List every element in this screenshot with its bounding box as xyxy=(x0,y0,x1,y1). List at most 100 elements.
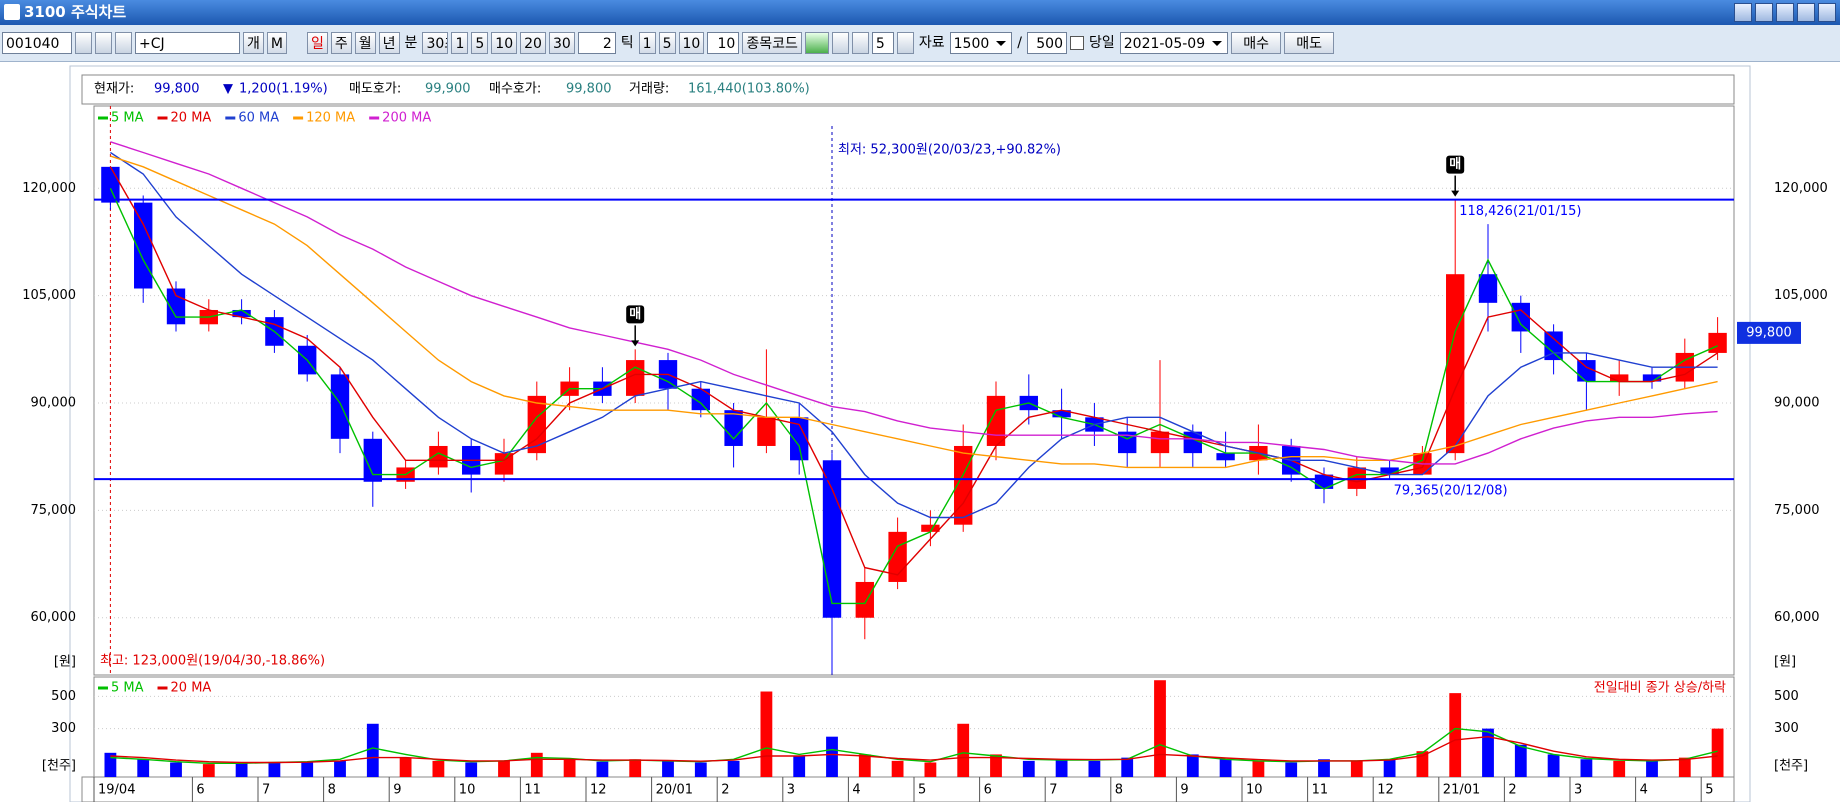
tb-ico[interactable] xyxy=(831,32,849,54)
x-tick-label: 12 xyxy=(590,783,607,798)
candle-body xyxy=(330,374,350,439)
tb-sep xyxy=(290,32,304,54)
volume-bar xyxy=(1613,760,1626,777)
tb-btn[interactable]: 매수 xyxy=(1231,32,1282,54)
volume-bar xyxy=(891,760,904,777)
tb-btn[interactable]: 10 xyxy=(678,32,705,54)
x-tick-label: 21/01 xyxy=(1443,783,1480,798)
tb-sel[interactable]: 1500 xyxy=(949,32,1013,54)
candle-body xyxy=(1216,453,1235,461)
candle-body xyxy=(691,388,710,411)
y-tick-label-right: 300 xyxy=(1774,721,1799,736)
volume-bar xyxy=(1678,757,1691,777)
h-line-label: 118,426(21/01/15) xyxy=(1459,204,1581,219)
tb-btn[interactable]: 개 xyxy=(243,32,264,54)
info-value: 99,800 xyxy=(154,82,200,97)
win-btn[interactable] xyxy=(1797,3,1815,22)
candle-body xyxy=(1708,332,1727,353)
volume-bar xyxy=(924,762,937,777)
y-tick-label: 90,000 xyxy=(31,396,77,411)
tb-ico[interactable] xyxy=(95,32,112,54)
win-btn[interactable] xyxy=(1818,3,1836,22)
tb-btn[interactable]: 주 xyxy=(330,32,352,54)
tb-btn[interactable]: 30 xyxy=(548,32,575,54)
signal-arrowhead xyxy=(1451,190,1460,197)
ma-line xyxy=(110,735,1718,764)
win-btn[interactable] xyxy=(1734,3,1752,22)
x-tick-label: 10 xyxy=(1246,783,1263,798)
tb-lbl: 당일 xyxy=(1088,35,1115,51)
tb-chk[interactable] xyxy=(1069,36,1084,50)
candle-body xyxy=(626,360,645,396)
tb-btn[interactable]: 매도 xyxy=(1284,32,1335,54)
tb-btn[interactable]: 5 xyxy=(471,32,489,54)
info-value: 161,440(103.80%) xyxy=(688,82,810,97)
volume-bar xyxy=(662,760,674,777)
tb-btn[interactable]: 종목코드 xyxy=(742,32,802,54)
win-btn[interactable] xyxy=(1776,3,1794,22)
signal-arrowhead xyxy=(631,340,640,347)
candle-body xyxy=(1610,374,1629,382)
volume-bar xyxy=(1318,759,1330,777)
volume-bar xyxy=(268,762,281,777)
candle-body xyxy=(986,395,1006,446)
legend-label: 200 MA xyxy=(382,111,431,126)
candle-body xyxy=(1380,467,1399,475)
candle-body xyxy=(1052,410,1071,418)
candle-body xyxy=(1577,360,1596,382)
tb-btn[interactable]: 5 xyxy=(658,32,676,54)
volume-bar xyxy=(202,764,215,777)
tb-inp[interactable]: 2 xyxy=(577,32,616,54)
ma-line xyxy=(110,141,1718,465)
tb-sel[interactable]: 2021-05-09 xyxy=(1119,32,1229,54)
tb-btn[interactable]: 일 xyxy=(306,32,328,54)
tb-inp[interactable]: 500 xyxy=(1026,32,1067,54)
tb-btn[interactable]: 1 xyxy=(451,32,469,54)
y-tick-label-right: 60,000 xyxy=(1774,610,1820,625)
tb-ico[interactable] xyxy=(75,32,92,54)
volume-bar xyxy=(1154,680,1166,777)
x-tick-label: 5 xyxy=(918,783,926,798)
tb-lbl: / xyxy=(1017,35,1022,51)
tb-btn[interactable]: 10 xyxy=(491,32,518,54)
legend-label: 120 MA xyxy=(306,111,355,126)
tb-inp[interactable]: 001040 xyxy=(2,32,72,54)
volume-bar xyxy=(727,760,740,777)
tb-ico[interactable] xyxy=(115,32,132,54)
tb-inp[interactable]: 10 xyxy=(707,32,740,54)
volume-bar xyxy=(1547,754,1560,777)
tb-btn[interactable]: 월 xyxy=(354,32,376,54)
x-axis-row xyxy=(81,776,1735,802)
x-tick-label: 10 xyxy=(459,783,476,798)
x-tick-label: 11 xyxy=(1312,783,1329,798)
x-tick-label: 9 xyxy=(393,783,401,798)
y-tick-label-right: 75,000 xyxy=(1774,503,1820,518)
tb-btn[interactable]: M xyxy=(266,32,287,54)
tb-ico[interactable] xyxy=(804,32,829,54)
tb-btn[interactable]: 년 xyxy=(378,32,400,54)
volume-bar xyxy=(1186,754,1199,777)
tb-btn[interactable]: 30초 xyxy=(422,32,449,54)
y-tick-label: 75,000 xyxy=(31,503,77,518)
win-btn[interactable] xyxy=(1755,3,1773,22)
tb-ico[interactable] xyxy=(851,32,869,54)
y-tick-label: 60,000 xyxy=(31,610,77,625)
tb-btn[interactable]: 1 xyxy=(638,32,656,54)
volume-bar xyxy=(1055,759,1068,777)
volume-bar xyxy=(826,736,838,777)
x-tick-label: 9 xyxy=(1180,783,1188,798)
volume-bar xyxy=(1514,744,1527,777)
x-tick-label: 3 xyxy=(787,783,795,798)
current-price-box xyxy=(1737,321,1801,344)
volume-bar xyxy=(1449,693,1462,777)
tb-inp[interactable]: +CJ xyxy=(135,32,240,54)
tb-ico[interactable] xyxy=(896,32,914,54)
tb-lbl: 분 xyxy=(404,35,418,51)
legend-label: 20 MA xyxy=(171,681,212,696)
volume-bar xyxy=(596,761,609,777)
tb-btn[interactable]: 20 xyxy=(520,32,546,54)
tb-inp[interactable]: 5 xyxy=(871,32,894,54)
volume-bar xyxy=(366,723,379,777)
candle-body xyxy=(757,417,776,446)
